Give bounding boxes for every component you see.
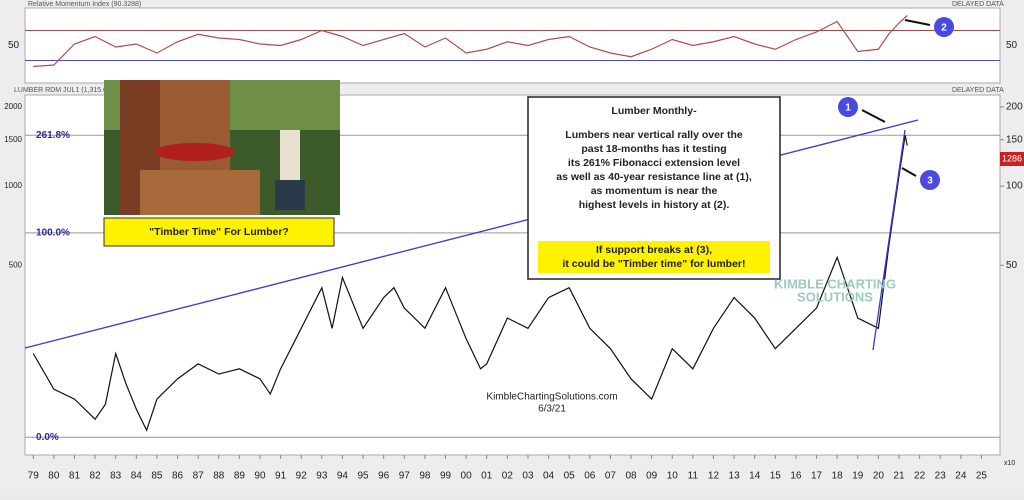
credit: KimbleChartingSolutions.com <box>486 392 617 403</box>
x-tick-label: 94 <box>337 471 349 482</box>
x-tick-label: 87 <box>193 471 205 482</box>
watermark: SOLUTIONS <box>797 289 873 304</box>
indicator-line <box>33 15 908 68</box>
x-tick-label: 95 <box>357 471 369 482</box>
highlight-line: If support breaks at (3), <box>596 244 712 256</box>
x-tick-label: 92 <box>296 471 308 482</box>
fib-label: 261.8% <box>36 130 70 141</box>
highlight-box <box>538 241 770 273</box>
x-tick-label: 08 <box>625 471 637 482</box>
indicator-tick-label: 50 <box>1006 40 1018 51</box>
x-tick-label: 20 <box>873 471 885 482</box>
photo-caption: "Timber Time" For Lumber? <box>149 226 289 238</box>
x-tick-label: 13 <box>729 471 741 482</box>
text-line: as well as 40-year resistance line at (1… <box>556 171 752 183</box>
indicator-tick-label: 50 <box>8 40 20 51</box>
x-tick-label: 98 <box>419 471 431 482</box>
arrow <box>901 167 917 177</box>
indicator-panel <box>24 7 1001 84</box>
x-tick-label: 97 <box>399 471 411 482</box>
arrow <box>904 19 931 26</box>
text-line: highest levels in history at (2). <box>579 199 730 211</box>
x-tick-label: 19 <box>852 471 864 482</box>
x-tick-label: 89 <box>234 471 246 482</box>
x-tick-label: 21 <box>893 471 905 482</box>
y-tick-label: 1500 <box>4 135 22 144</box>
x-tick-label: 81 <box>69 471 81 482</box>
x-tick-label: 24 <box>955 471 967 482</box>
multiplier: x10 <box>1004 460 1015 467</box>
x-tick-label: 12 <box>708 471 720 482</box>
text-heading: Lumber Monthly- <box>611 105 697 117</box>
text-line: as momentum is near the <box>591 185 718 197</box>
marker <box>838 97 858 117</box>
x-tick-label: 96 <box>378 471 390 482</box>
highlight-line: it could be "Timber time" for lumber! <box>562 258 745 270</box>
x-tick-label: 04 <box>543 471 555 482</box>
x-tick-label: 01 <box>481 471 493 482</box>
indicator-status: DELAYED DATA <box>952 1 1004 8</box>
caption-box <box>103 217 335 247</box>
x-tick-label: 02 <box>502 471 514 482</box>
x-tick-label: 82 <box>90 471 102 482</box>
x-tick-label: 18 <box>832 471 844 482</box>
x-tick-label: 15 <box>770 471 782 482</box>
y-tick-label: 1000 <box>4 181 22 190</box>
fib-label: 0.0% <box>36 432 59 443</box>
y2-tick-label: 100 <box>1006 181 1023 192</box>
x-tick-label: 83 <box>110 471 122 482</box>
x-tick-label: 84 <box>131 471 143 482</box>
x-tick-label: 06 <box>584 471 596 482</box>
photo <box>104 80 340 215</box>
last-price: 1286 <box>1002 153 1022 163</box>
arrow <box>861 109 886 123</box>
marker-label: 3 <box>927 176 933 187</box>
x-tick-label: 17 <box>811 471 823 482</box>
price-title: LUMBER RDM JUL1 (1,315.00, 1, <box>14 87 121 94</box>
y2-tick-label: 50 <box>1006 260 1018 271</box>
y2-tick-label: 200 <box>1006 102 1023 113</box>
x-tick-label: 93 <box>316 471 328 482</box>
x-tick-label: 80 <box>48 471 60 482</box>
fib-label: 100.0% <box>36 228 70 239</box>
y-tick-label: 2000 <box>4 102 22 111</box>
watermark: KIMBLE CHARTING <box>774 276 896 291</box>
x-tick-label: 03 <box>522 471 534 482</box>
x-tick-label: 14 <box>749 471 761 482</box>
marker <box>934 17 954 37</box>
price-status: DELAYED DATA <box>952 87 1004 94</box>
y2-tick-label: 150 <box>1006 134 1023 145</box>
x-tick-label: 85 <box>151 471 163 482</box>
x-tick-label: 79 <box>28 471 40 482</box>
text-line: past 18-months has it testing <box>581 143 726 155</box>
x-tick-label: 11 <box>688 471 699 482</box>
marker-label: 2 <box>941 23 947 34</box>
marker-label: 1 <box>845 103 851 114</box>
last-price-box <box>1000 152 1024 166</box>
marker <box>920 170 940 190</box>
x-tick-label: 16 <box>790 471 802 482</box>
y-tick-label: 500 <box>9 260 23 269</box>
x-tick-label: 05 <box>564 471 576 482</box>
x-tick-label: 10 <box>667 471 679 482</box>
text-line: its 261% Fibonacci extension level <box>568 157 740 169</box>
x-tick-label: 88 <box>213 471 225 482</box>
x-tick-label: 91 <box>275 471 287 482</box>
x-tick-label: 22 <box>914 471 926 482</box>
indicator-title: Relative Momentum Index (90.3288) <box>28 1 141 8</box>
x-tick-label: 00 <box>461 471 473 482</box>
x-tick-label: 90 <box>254 471 266 482</box>
price-line <box>32 135 908 432</box>
date: 6/3/21 <box>538 404 566 415</box>
x-tick-label: 25 <box>976 471 988 482</box>
price-panel <box>24 94 1001 456</box>
x-tick-label: 23 <box>935 471 947 482</box>
support-line <box>872 129 906 351</box>
x-tick-label: 09 <box>646 471 658 482</box>
text-line: Lumbers near vertical rally over the <box>565 129 743 141</box>
x-tick-label: 86 <box>172 471 184 482</box>
x-tick-label: 07 <box>605 471 617 482</box>
x-tick-label: 99 <box>440 471 452 482</box>
